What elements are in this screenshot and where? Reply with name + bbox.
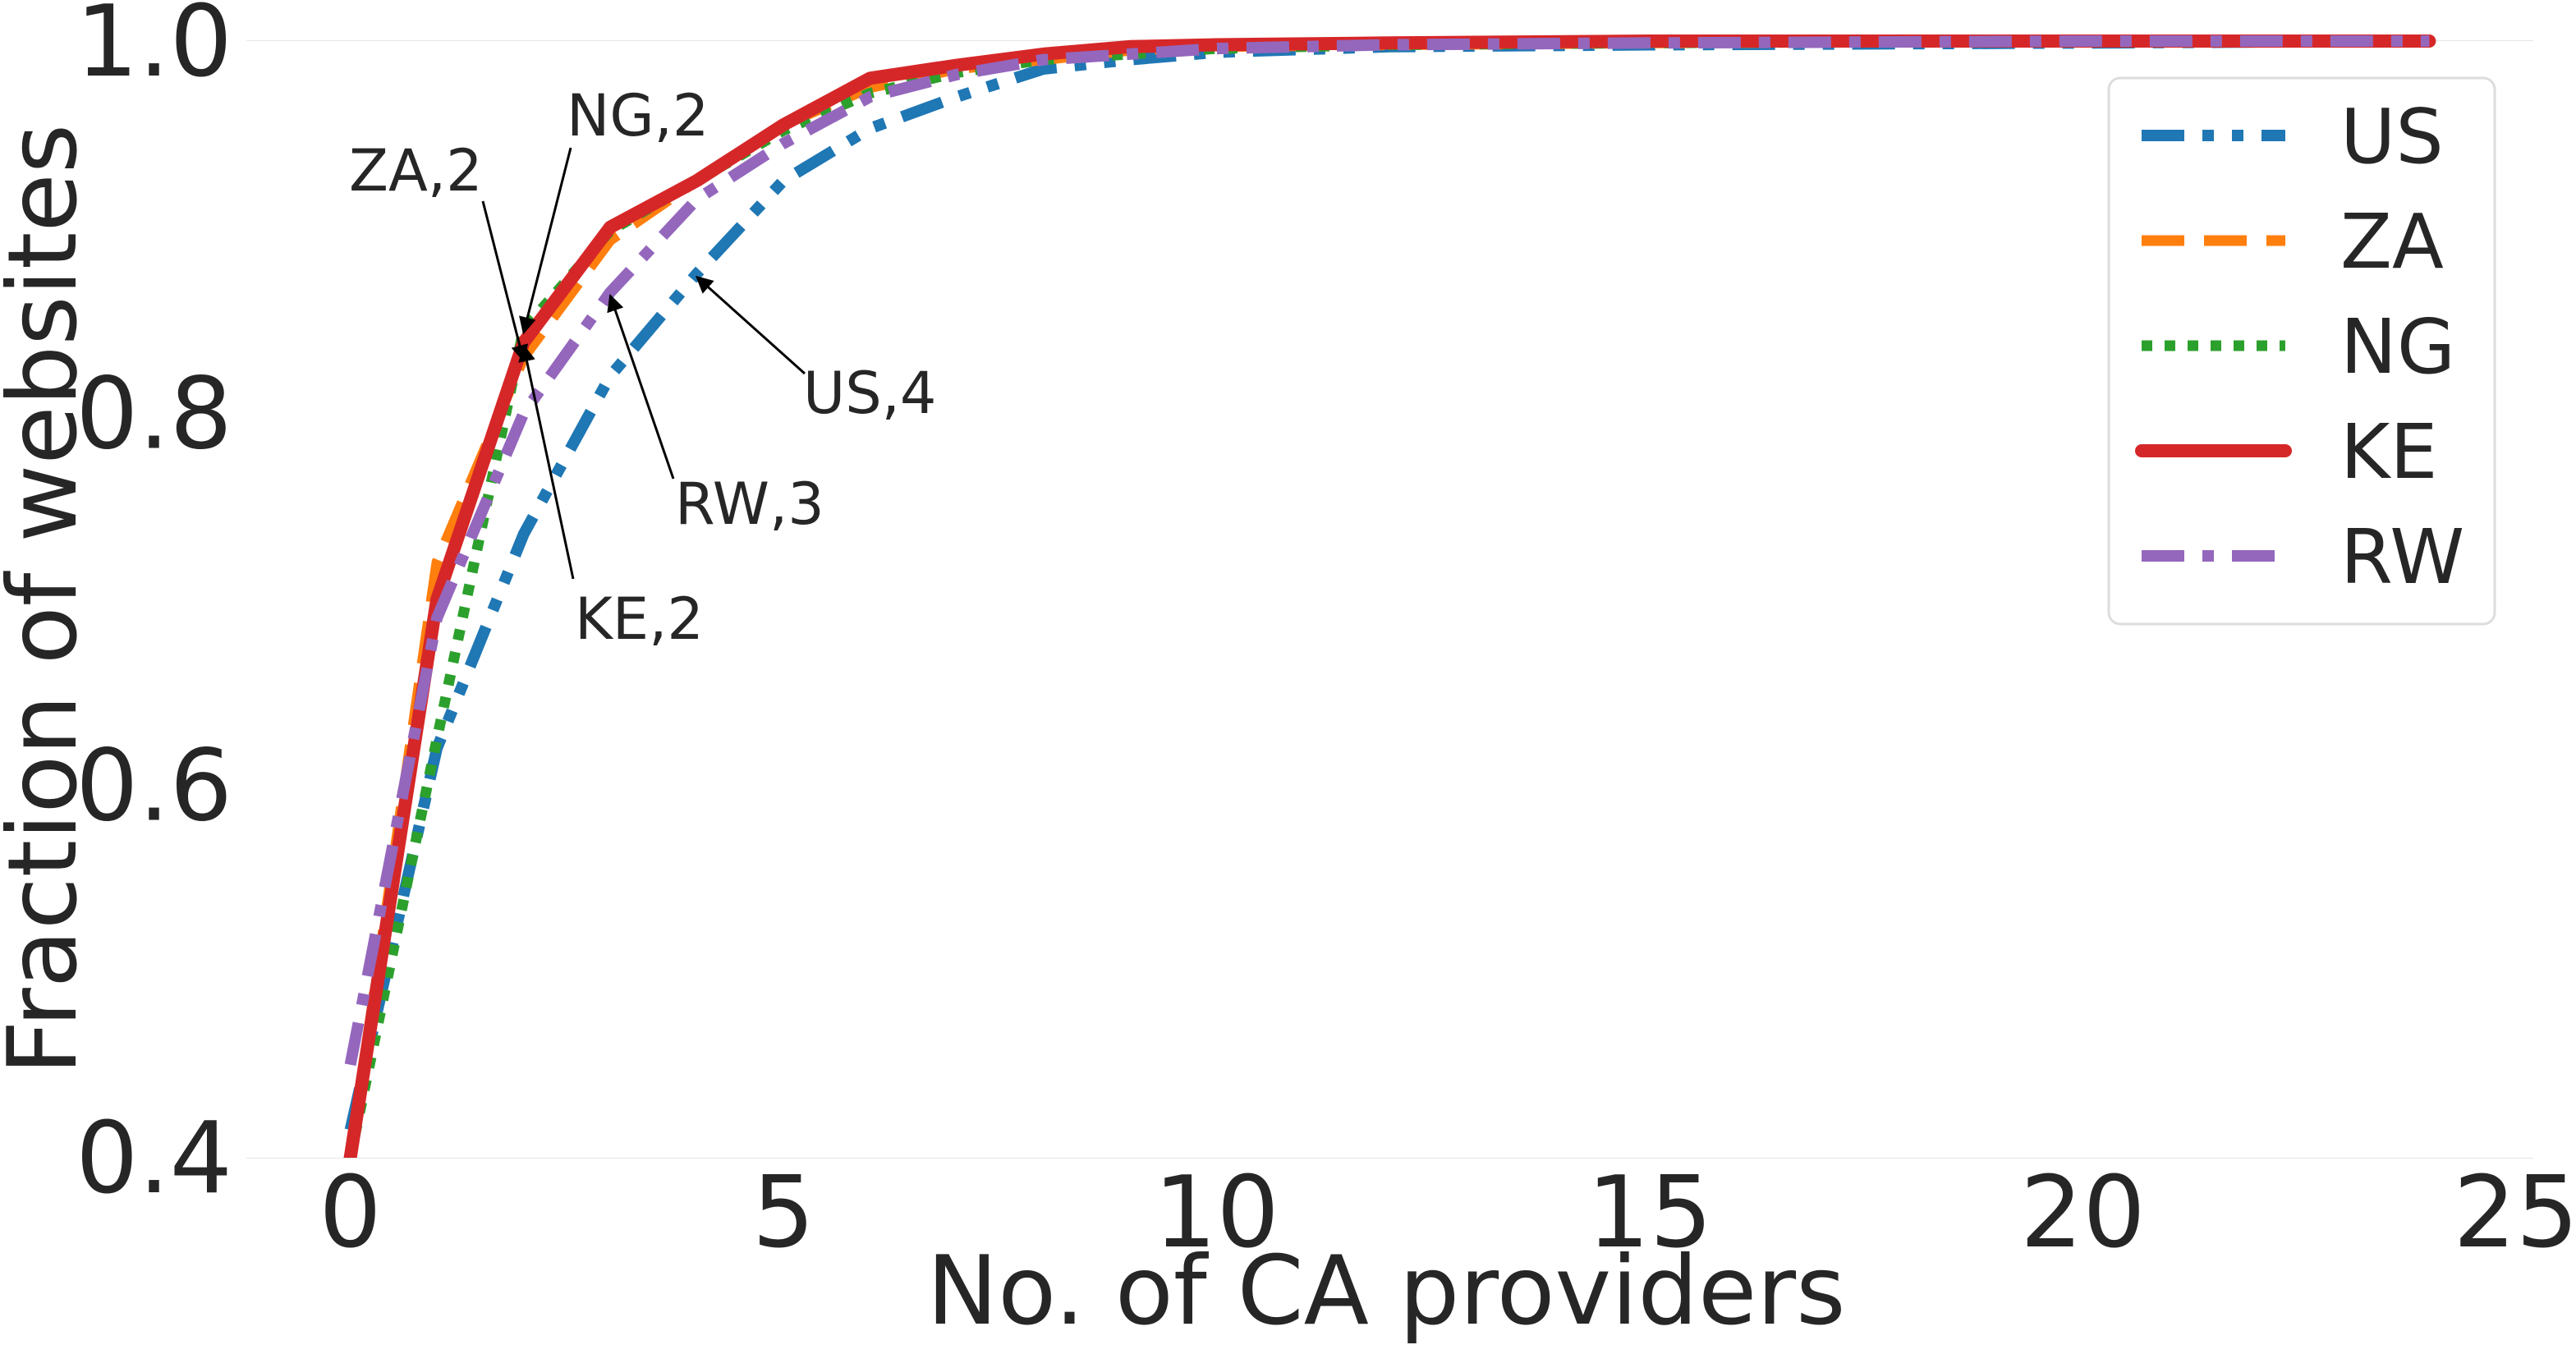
series-line-ke — [343, 34, 2436, 1158]
x-tick-label: 25 — [2454, 1156, 2576, 1270]
series-lines — [343, 34, 2436, 1158]
legend-label-rw: RW — [2340, 513, 2464, 601]
x-axis-title: No. of CA providers — [926, 1236, 1845, 1347]
annotation-label: ZA,2 — [349, 137, 483, 204]
y-axis-ticks: 0.4 0.6 0.8 1.0 — [76, 0, 232, 1216]
y-axis-title: Fraction of websites — [0, 124, 99, 1075]
annotation-arrow — [607, 294, 675, 480]
legend-label-ng: NG — [2340, 303, 2455, 391]
annotation-label: KE,2 — [575, 585, 704, 653]
x-tick-label: 0 — [319, 1156, 381, 1270]
annotation-label: NG,2 — [567, 82, 709, 149]
annotation-arrow — [519, 147, 572, 335]
x-tick-label: 10 — [1154, 1156, 1279, 1270]
annotation-arrow — [696, 275, 806, 375]
annotation-arrow — [481, 200, 529, 363]
x-tick-label: 20 — [2020, 1156, 2146, 1270]
x-tick-label: 5 — [752, 1156, 815, 1270]
annotation-label: US,4 — [803, 360, 936, 427]
legend-box — [2107, 76, 2496, 626]
x-axis-ticks: 0 5 10 15 20 25 — [319, 1156, 2576, 1270]
legend-label-ke: KE — [2340, 408, 2437, 496]
series-line-rw — [344, 35, 2430, 1067]
x-tick-label: 15 — [1587, 1156, 1713, 1270]
annotation-arrow — [518, 344, 575, 580]
y-tick-label: 0.8 — [76, 357, 232, 471]
y-tick-label: 0.6 — [76, 730, 232, 844]
legend: US ZA NG KE RW — [2107, 76, 2496, 626]
annotation-label: RW,3 — [675, 470, 824, 538]
y-tick-label: 0.4 — [76, 1102, 232, 1216]
legend-label-us: US — [2340, 93, 2444, 181]
annotations: ZA,2 NG,2 US,4 RW,3 KE,2 — [349, 82, 936, 653]
legend-label-za: ZA — [2340, 198, 2444, 286]
y-tick-label: 1.0 — [76, 0, 232, 99]
